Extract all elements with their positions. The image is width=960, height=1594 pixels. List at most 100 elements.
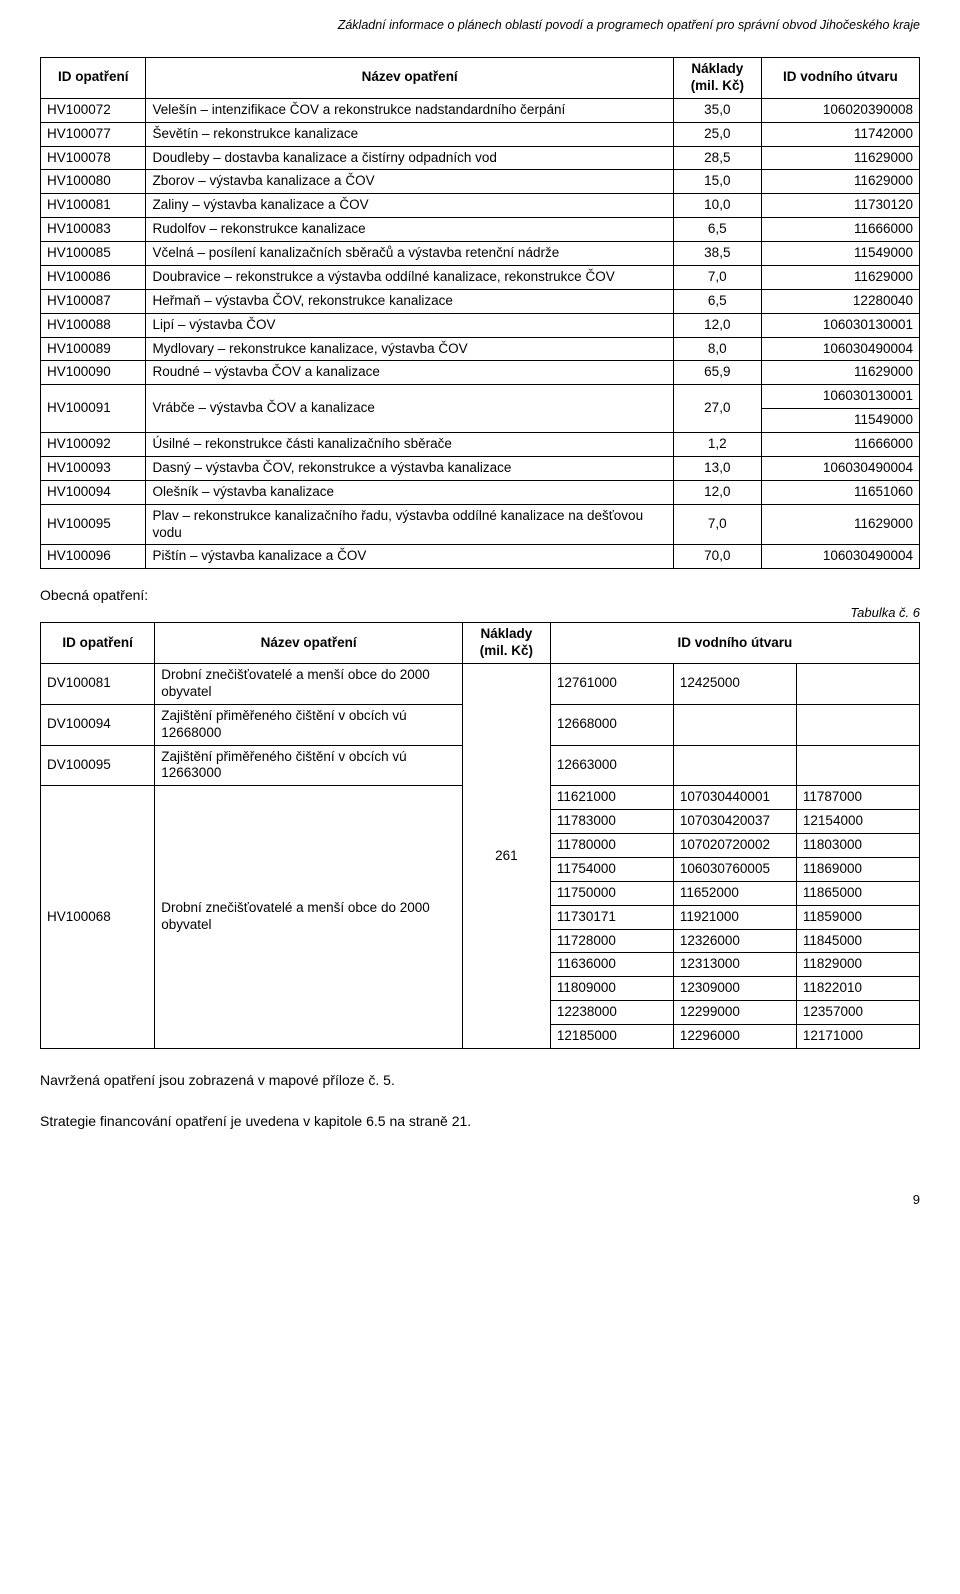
cell-name: Doubravice – rekonstrukce a výstavba odd… xyxy=(146,265,673,289)
table-row: HV100088Lipí – výstavba ČOV12,0106030130… xyxy=(41,313,920,337)
cell-name: Včelná – posílení kanalizačních sběračů … xyxy=(146,242,673,266)
cell-unit xyxy=(673,704,796,745)
cell-unit: 106020390008 xyxy=(761,98,919,122)
table-row: HV100094Olešník – výstavba kanalizace12,… xyxy=(41,480,920,504)
cell-name: Lipí – výstavba ČOV xyxy=(146,313,673,337)
cell-name: Rudolfov – rekonstrukce kanalizace xyxy=(146,218,673,242)
th-unit: ID vodního útvaru xyxy=(550,623,919,664)
table-row: HV100086Doubravice – rekonstrukce a výst… xyxy=(41,265,920,289)
cell-unit xyxy=(796,745,919,786)
cell-unit: 11921000 xyxy=(673,905,796,929)
cell-cost: 12,0 xyxy=(673,313,761,337)
cell-unit: 106030490004 xyxy=(761,337,919,361)
cell-id: HV100077 xyxy=(41,122,146,146)
cell-unit: 11629000 xyxy=(761,265,919,289)
table-row: HV100090Roudné – výstavba ČOV a kanaliza… xyxy=(41,361,920,385)
cell-unit: 12326000 xyxy=(673,929,796,953)
cell-name: Zajištění přiměřeného čištění v obcích v… xyxy=(155,704,463,745)
page-number: 9 xyxy=(40,1192,920,1207)
table-row: HV100092Úsilné – rekonstrukce části kana… xyxy=(41,433,920,457)
table-header-row: ID opatření Název opatření Náklady (mil.… xyxy=(41,58,920,99)
cell-unit: 12185000 xyxy=(550,1025,673,1049)
cell-unit: 12668000 xyxy=(550,704,673,745)
cell-id: HV100078 xyxy=(41,146,146,170)
cell-name: Zaliny – výstavba kanalizace a ČOV xyxy=(146,194,673,218)
th-id: ID opatření xyxy=(41,623,155,664)
cell-unit: 11730171 xyxy=(550,905,673,929)
table-row: HV100080Zborov – výstavba kanalizace a Č… xyxy=(41,170,920,194)
th-name: Název opatření xyxy=(146,58,673,99)
cell-name: Úsilné – rekonstrukce části kanalizačníh… xyxy=(146,433,673,457)
cell-name: Drobní znečišťovatelé a menší obce do 20… xyxy=(155,664,463,705)
cell-unit: 11829000 xyxy=(796,953,919,977)
body-text-2: Strategie financování opatření je uveden… xyxy=(40,1112,920,1132)
cell-name: Olešník – výstavba kanalizace xyxy=(146,480,673,504)
cell-unit: 12357000 xyxy=(796,1001,919,1025)
table-row: DV100081Drobní znečišťovatelé a menší ob… xyxy=(41,664,920,705)
cell-unit: 11787000 xyxy=(796,786,919,810)
cell-id: DV100094 xyxy=(41,704,155,745)
cell-id: HV100096 xyxy=(41,545,146,569)
cell-unit: 11666000 xyxy=(761,433,919,457)
cell-unit: 11629000 xyxy=(761,170,919,194)
cell-unit: 11822010 xyxy=(796,977,919,1001)
cell-unit: 106030490004 xyxy=(761,456,919,480)
cell-unit: 12313000 xyxy=(673,953,796,977)
cell-cost: 7,0 xyxy=(673,504,761,545)
cell-cost: 25,0 xyxy=(673,122,761,146)
cell-id: HV100091 xyxy=(41,385,146,433)
table-row: HV100078Doudleby – dostavba kanalizace a… xyxy=(41,146,920,170)
cell-unit: 12171000 xyxy=(796,1025,919,1049)
cell-unit: 11780000 xyxy=(550,834,673,858)
cell-name: Pištín – výstavba kanalizace a ČOV xyxy=(146,545,673,569)
cell-cost: 13,0 xyxy=(673,456,761,480)
cell-id: HV100095 xyxy=(41,504,146,545)
cell-unit: 11728000 xyxy=(550,929,673,953)
th-cost: Náklady (mil. Kč) xyxy=(673,58,761,99)
cell-cost: 70,0 xyxy=(673,545,761,569)
cell-unit: 11845000 xyxy=(796,929,919,953)
table-row: HV100083Rudolfov – rekonstrukce kanaliza… xyxy=(41,218,920,242)
cell-unit xyxy=(796,704,919,745)
cell-id: HV100090 xyxy=(41,361,146,385)
cell-name: Zajištění přiměřeného čištění v obcích v… xyxy=(155,745,463,786)
cell-name: Velešín – intenzifikace ČOV a rekonstruk… xyxy=(146,98,673,122)
cell-unit: 12309000 xyxy=(673,977,796,1001)
cell-unit: 11869000 xyxy=(796,857,919,881)
cell-id: HV100080 xyxy=(41,170,146,194)
table-row: HV100089Mydlovary – rekonstrukce kanaliz… xyxy=(41,337,920,361)
cell-unit: 11629000 xyxy=(761,146,919,170)
cell-unit: 107020720002 xyxy=(673,834,796,858)
cell-unit: 11621000 xyxy=(550,786,673,810)
cell-unit: 12154000 xyxy=(796,810,919,834)
cell-cost: 15,0 xyxy=(673,170,761,194)
table-row: HV100077Ševětín – rekonstrukce kanalizac… xyxy=(41,122,920,146)
cell-id: HV100081 xyxy=(41,194,146,218)
cell-id: HV100088 xyxy=(41,313,146,337)
cell-unit: 11859000 xyxy=(796,905,919,929)
th-id: ID opatření xyxy=(41,58,146,99)
cell-unit: 107030420037 xyxy=(673,810,796,834)
cell-cost: 261 xyxy=(462,664,550,1049)
table-row: HV100095Plav – rekonstrukce kanalizačníh… xyxy=(41,504,920,545)
cell-name: Roudné – výstavba ČOV a kanalizace xyxy=(146,361,673,385)
cell-name: Dasný – výstavba ČOV, rekonstrukce a výs… xyxy=(146,456,673,480)
cell-unit xyxy=(796,664,919,705)
cell-unit: 11742000 xyxy=(761,122,919,146)
cell-id: DV100095 xyxy=(41,745,155,786)
table-row: HV100091Vrábče – výstavba ČOV a kanaliza… xyxy=(41,385,920,409)
tabulka-label: Tabulka č. 6 xyxy=(40,605,920,620)
cell-unit: 12299000 xyxy=(673,1001,796,1025)
cell-unit: 107030440001 xyxy=(673,786,796,810)
cell-name: Drobní znečišťovatelé a menší obce do 20… xyxy=(155,786,463,1049)
cell-cost: 7,0 xyxy=(673,265,761,289)
cell-id: DV100081 xyxy=(41,664,155,705)
cell-unit: 11730120 xyxy=(761,194,919,218)
cell-name: Vrábče – výstavba ČOV a kanalizace xyxy=(146,385,673,433)
cell-cost: 27,0 xyxy=(673,385,761,433)
table-row: HV100072Velešín – intenzifikace ČOV a re… xyxy=(41,98,920,122)
cell-unit: 11549000 xyxy=(761,242,919,266)
cell-unit xyxy=(673,745,796,786)
cell-unit: 11803000 xyxy=(796,834,919,858)
cell-cost: 6,5 xyxy=(673,218,761,242)
